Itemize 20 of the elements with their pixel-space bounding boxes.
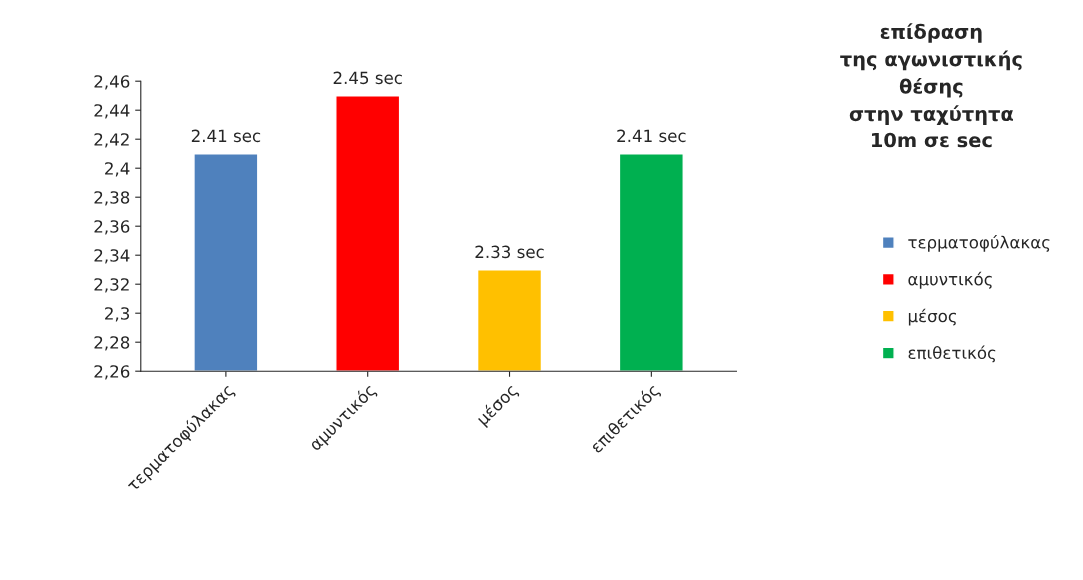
data-label: 2.41 sec — [617, 129, 686, 143]
data-label: 2.33 sec — [475, 245, 544, 259]
y-tick-label: 2,44 — [94, 104, 130, 119]
y-tick-label: 2,46 — [94, 75, 130, 90]
y-tick-label: 2,36 — [94, 220, 130, 235]
legend-label: τερματοφύλακας — [908, 235, 1050, 252]
y-tick-label: 2,34 — [94, 249, 130, 264]
legend-label: αμυντικός — [908, 271, 992, 289]
legend-label: επιθετικός — [908, 345, 996, 363]
y-tick-label: 2,32 — [94, 278, 129, 293]
legend-label: μέσος — [908, 308, 956, 326]
y-tick-label: 2,38 — [94, 191, 130, 206]
y-tick-label: 2,4 — [105, 162, 130, 177]
text: επίδραση της αγωνιστικής θέσης στην ταχύτητα 10m σε sec — [840, 23, 1022, 148]
y-tick-label: 2,26 — [94, 365, 130, 380]
y-tick-label: 2,28 — [94, 336, 130, 351]
y-tick-label: 2,42 — [94, 133, 129, 148]
data-label: 2.41 sec — [191, 129, 261, 143]
y-tick-label: 2,3 — [105, 307, 130, 322]
data-label: 2.45 sec — [333, 71, 402, 85]
